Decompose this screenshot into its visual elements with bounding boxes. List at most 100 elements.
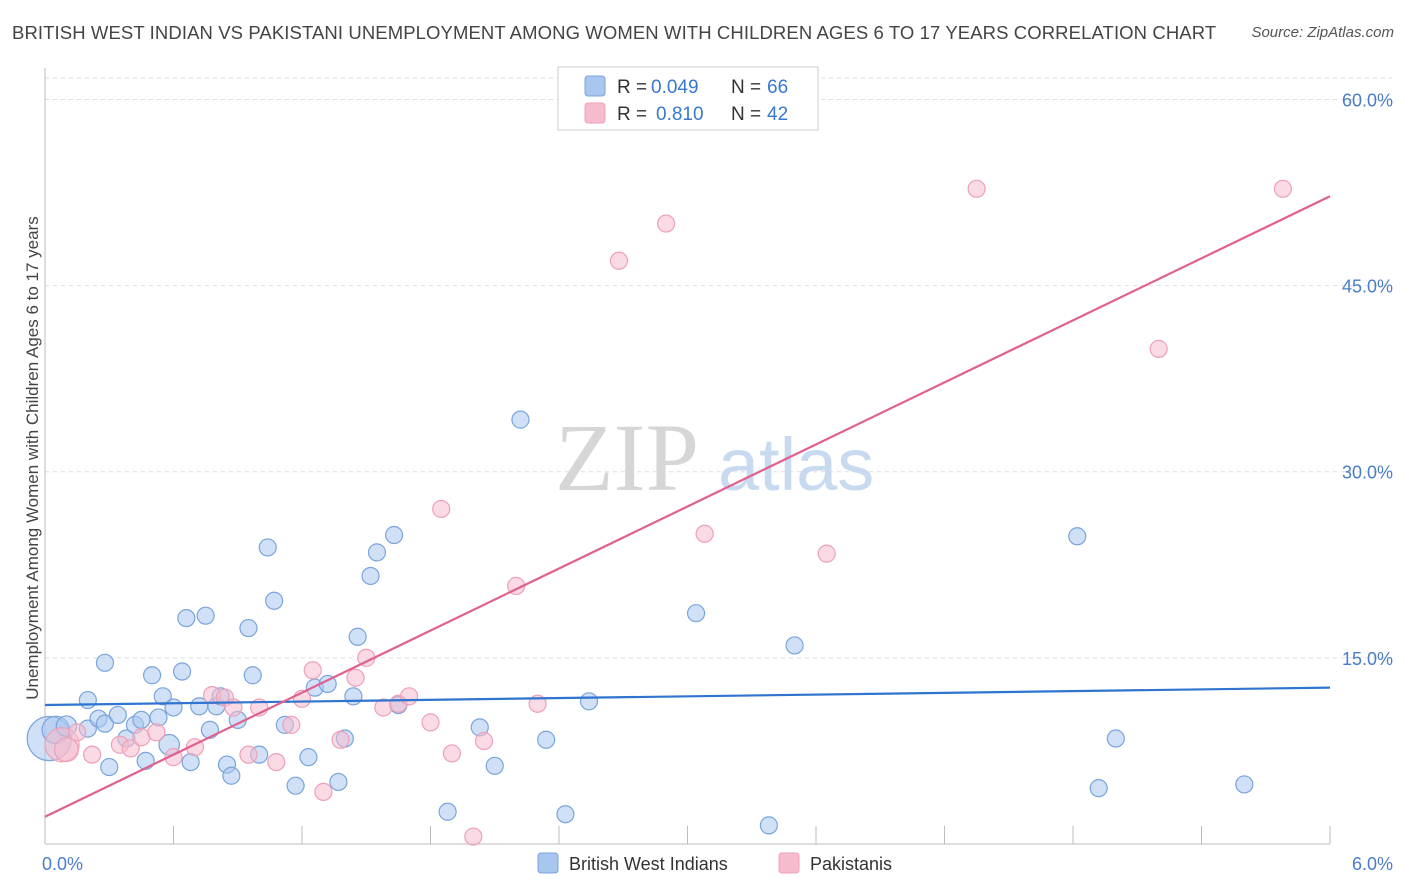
legend-box: R = 0.049 N = 66 R = 0.810 N = 42 (557, 66, 819, 131)
bottom-legend-label-pakistanis: Pakistanis (810, 854, 892, 874)
point-british-west-indians (258, 538, 277, 557)
point-pakistanis (528, 694, 547, 713)
trendline-british-west-indians (44, 686, 1331, 707)
point-british-west-indians (200, 720, 220, 739)
point-pakistanis (282, 715, 301, 734)
grid-layer (45, 77, 1392, 659)
axis-layer: 15.0% 30.0% 45.0% 60.0% 0.0% 6.0% (42, 68, 1393, 874)
point-pakistanis (967, 179, 986, 198)
point-pakistanis (421, 713, 440, 732)
points-layer (26, 179, 1292, 846)
watermark-zip: ZIP (555, 404, 699, 511)
y-tick-label: 30.0% (1342, 463, 1393, 483)
point-british-west-indians (367, 543, 387, 562)
point-pakistanis (303, 661, 322, 680)
point-british-west-indians (164, 698, 183, 717)
point-british-west-indians (153, 687, 172, 706)
bottom-legend-label-british-west-indians: British West Indians (569, 854, 728, 874)
point-british-west-indians (344, 687, 363, 706)
point-british-west-indians (108, 705, 127, 725)
point-pakistanis (609, 251, 629, 270)
point-british-west-indians (785, 636, 804, 655)
x-tick-label: 6.0% (1352, 854, 1393, 874)
point-pakistanis (695, 524, 714, 543)
point-british-west-indians (149, 708, 168, 727)
point-british-west-indians (384, 525, 404, 545)
bottom-legend-swatch-british-west-indians (537, 852, 559, 874)
point-british-west-indians (78, 690, 97, 710)
point-pakistanis (121, 739, 140, 758)
y-axis-title: Unemployment Among Women with Children A… (23, 216, 42, 700)
point-british-west-indians (485, 756, 504, 775)
watermark-atlas: atlas (718, 423, 874, 506)
legend-n-value-1: 66 (767, 77, 788, 98)
legend-swatch-british-west-indians (584, 75, 606, 97)
point-british-west-indians (142, 666, 162, 685)
y-tick-label: 45.0% (1342, 277, 1393, 297)
legend-r-value-1: 0.049 (651, 77, 699, 98)
point-british-west-indians (579, 692, 599, 711)
point-british-west-indians (95, 653, 115, 672)
point-british-west-indians (438, 802, 457, 821)
point-british-west-indians (348, 627, 367, 646)
point-british-west-indians (511, 410, 530, 429)
point-british-west-indians (239, 618, 258, 638)
point-pakistanis (239, 745, 258, 764)
point-british-west-indians (361, 566, 380, 586)
point-british-west-indians (177, 609, 196, 628)
point-pakistanis (656, 214, 676, 233)
point-british-west-indians (537, 730, 556, 749)
point-pakistanis (83, 745, 102, 764)
legend-n-label-2: N = (731, 104, 761, 125)
point-pakistanis (399, 687, 419, 706)
point-pakistanis (474, 731, 494, 751)
point-british-west-indians (1235, 775, 1254, 794)
legend-n-label-1: N = (731, 77, 761, 98)
point-pakistanis (68, 723, 87, 742)
point-british-west-indians (1089, 779, 1108, 798)
point-british-west-indians (299, 748, 318, 767)
point-pakistanis (346, 668, 365, 687)
point-pakistanis (314, 782, 333, 801)
y-tick-label: 60.0% (1342, 90, 1393, 110)
legend-r-label-1: R = (617, 77, 647, 98)
point-british-west-indians (100, 757, 119, 777)
bottom-legend-swatch-pakistanis (778, 852, 800, 874)
point-pakistanis (442, 744, 462, 763)
point-british-west-indians (1068, 527, 1087, 546)
chart-title: BRITISH WEST INDIAN VS PAKISTANI UNEMPLO… (12, 22, 1217, 43)
point-pakistanis (53, 737, 79, 763)
point-pakistanis (464, 827, 483, 846)
point-british-west-indians (222, 766, 241, 785)
point-british-west-indians (1106, 729, 1125, 748)
point-pakistanis (331, 730, 350, 749)
point-pakistanis (432, 499, 451, 519)
legend-r-label-2: R = (617, 104, 647, 125)
point-british-west-indians (329, 772, 348, 792)
point-british-west-indians (172, 662, 192, 681)
point-british-west-indians (132, 710, 151, 730)
x-tick-label: 0.0% (42, 854, 83, 874)
bottom-legend: British West Indians Pakistanis (537, 852, 892, 874)
y-tick-label: 15.0% (1342, 649, 1393, 669)
trend-layer (44, 195, 1331, 818)
point-british-west-indians (556, 805, 575, 824)
point-british-west-indians (243, 666, 262, 685)
point-british-west-indians (196, 606, 215, 625)
point-british-west-indians (759, 816, 778, 835)
legend-n-value-2: 42 (767, 104, 788, 125)
legend-r-value-2: 0.810 (656, 104, 704, 125)
chart-source: Source: ZipAtlas.com (1251, 24, 1394, 41)
legend-swatch-pakistanis (584, 102, 606, 124)
point-pakistanis (817, 544, 836, 563)
point-british-west-indians (136, 751, 155, 770)
point-pakistanis (1273, 179, 1292, 198)
point-british-west-indians (286, 776, 305, 795)
point-pakistanis (1149, 339, 1168, 358)
point-pakistanis (147, 723, 166, 742)
point-british-west-indians (686, 604, 706, 623)
point-pakistanis (267, 753, 286, 772)
point-british-west-indians (95, 714, 115, 733)
trendline-pakistanis (44, 195, 1331, 818)
